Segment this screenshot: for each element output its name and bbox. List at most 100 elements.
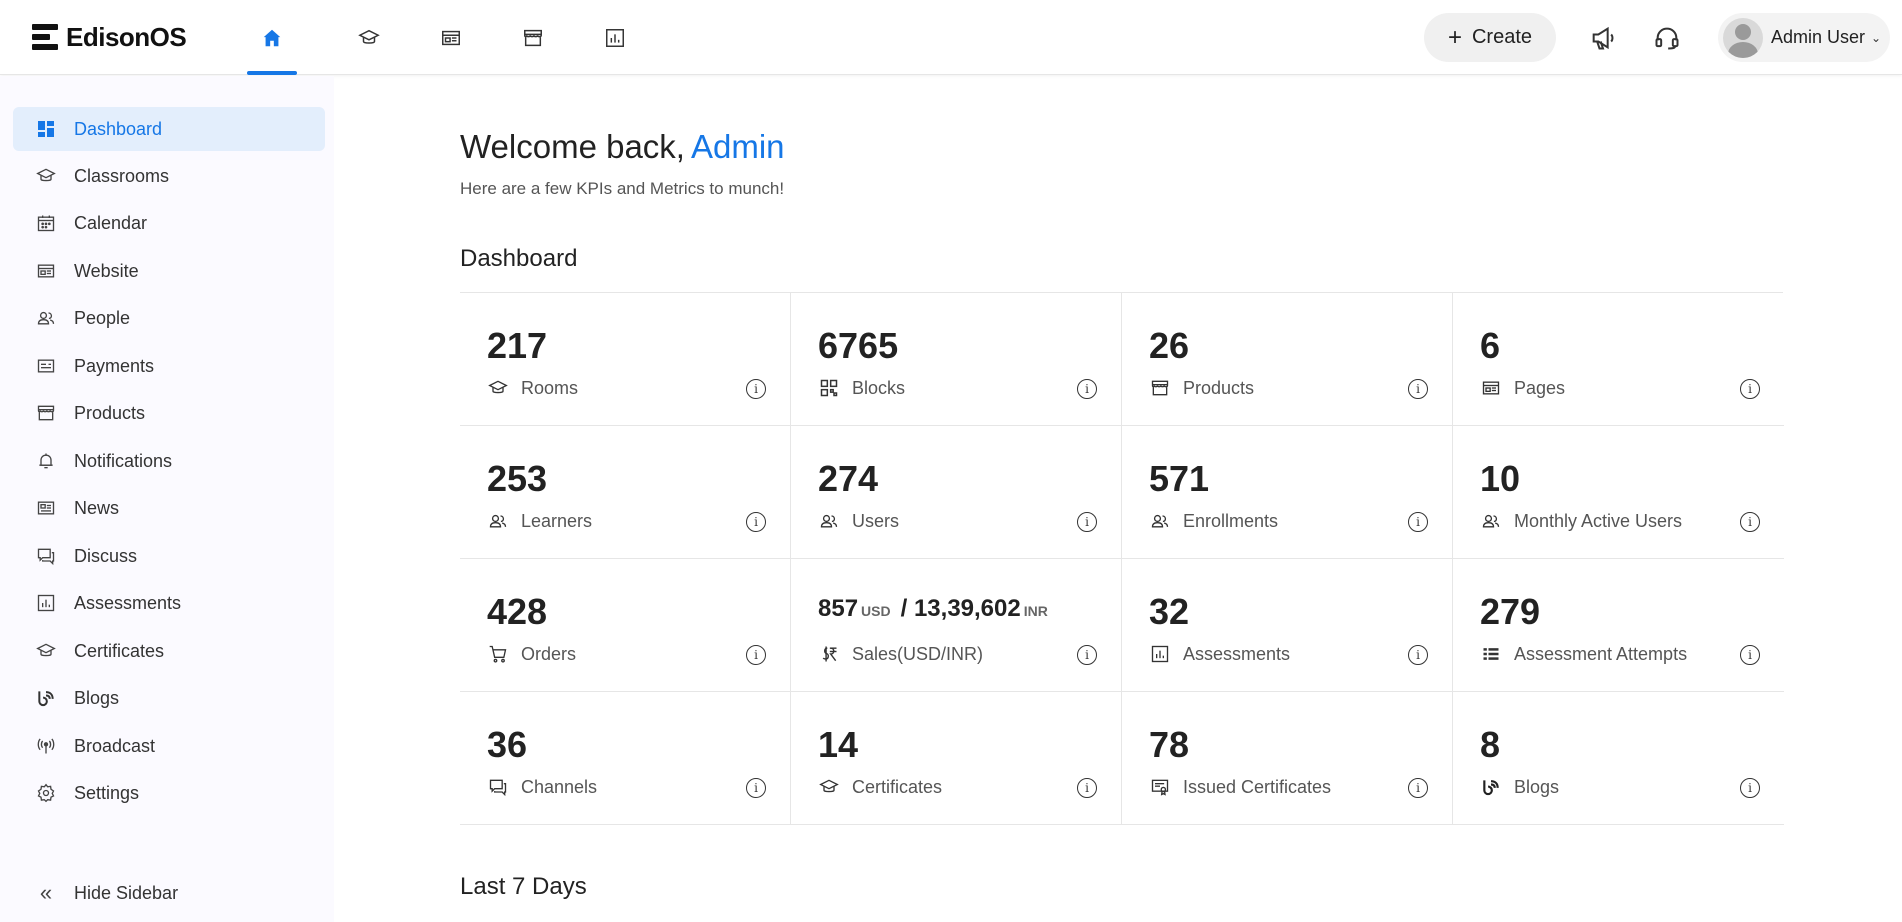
chat-icon — [37, 548, 55, 566]
sidebar-item-news[interactable]: News — [13, 486, 325, 530]
kpi-card-blogs[interactable]: 8 Blogs i — [1453, 692, 1784, 825]
sidebar-item-discuss[interactable]: Discuss — [13, 534, 325, 578]
kpi-label: Issued Certificates — [1183, 776, 1332, 797]
info-icon[interactable]: i — [1740, 778, 1760, 798]
top-bar: EdisonOS + Create Admin User ⌄ — [0, 0, 1902, 75]
website-icon — [1482, 381, 1500, 395]
info-icon[interactable]: i — [746, 778, 766, 798]
info-icon[interactable]: i — [746, 512, 766, 532]
sidebar-item-classrooms[interactable]: Classrooms — [13, 154, 325, 198]
kpi-card-learners[interactable]: 253 Learners i — [460, 426, 791, 559]
kpi-card-products[interactable]: 26 Products i — [1122, 293, 1453, 426]
sidebar-item-settings[interactable]: Settings — [13, 771, 325, 815]
logo[interactable]: EdisonOS — [32, 21, 187, 52]
info-icon[interactable]: i — [1740, 512, 1760, 532]
kpi-value-sales: 857 USD / 13,39,602 INR — [818, 595, 1048, 623]
kpi-label: Products — [1183, 377, 1255, 398]
topnav-reports[interactable] — [574, 0, 656, 75]
kpi-value: 274 — [818, 458, 879, 499]
kpi-value: 571 — [1149, 458, 1210, 499]
sidebar-item-notifications[interactable]: Notifications — [13, 439, 325, 483]
website-icon — [37, 264, 55, 278]
chevrons-left-icon: « — [39, 880, 53, 905]
info-icon[interactable]: i — [1077, 778, 1097, 798]
topnav-home[interactable] — [246, 0, 328, 75]
calendar-icon — [37, 215, 55, 232]
sidebar-item-label: News — [74, 497, 120, 518]
topnav-classrooms[interactable] — [328, 0, 410, 75]
info-icon[interactable]: i — [1740, 379, 1760, 399]
kpi-label: Enrollments — [1183, 510, 1279, 531]
kpi-card-assessment-attempts[interactable]: 279 Assessment Attempts i — [1453, 559, 1784, 692]
info-icon[interactable]: i — [746, 645, 766, 665]
kpi-card-pages[interactable]: 6 Pages i — [1453, 293, 1784, 426]
info-icon[interactable]: i — [1077, 645, 1097, 665]
megaphone-icon[interactable] — [1589, 24, 1617, 52]
chart-icon — [1151, 645, 1169, 663]
classroom-icon — [488, 380, 508, 394]
headset-icon[interactable] — [1653, 24, 1681, 52]
sidebar-item-payments[interactable]: Payments — [13, 344, 325, 388]
kpi-value: 217 — [487, 325, 548, 366]
kpi-card-assessments[interactable]: 32 Assessments i — [1122, 559, 1453, 692]
sidebar-item-broadcast[interactable]: Broadcast — [13, 724, 325, 768]
kpi-card-monthly-active-users[interactable]: 10 Monthly Active Users i — [1453, 426, 1784, 559]
kpi-label: Channels — [521, 776, 598, 797]
sidebar-item-label: Classrooms — [74, 165, 170, 186]
sidebar-item-label: Dashboard — [74, 118, 163, 139]
sidebar-item-label: Products — [74, 402, 146, 423]
sidebar-item-calendar[interactable]: Calendar — [13, 201, 325, 245]
info-icon[interactable]: i — [1408, 778, 1428, 798]
info-icon[interactable]: i — [1077, 379, 1097, 399]
certificate-icon — [819, 779, 839, 793]
user-menu-button[interactable]: Admin User ⌄ — [1718, 13, 1890, 62]
sidebar-item-website[interactable]: Website — [13, 249, 325, 293]
topnav-store[interactable] — [492, 0, 574, 75]
top-nav — [246, 0, 656, 75]
kpi-value: 78 — [1149, 724, 1190, 765]
gear-icon — [37, 783, 55, 803]
chart-icon — [606, 28, 624, 47]
sales-inr-value: 13,39,602 — [913, 595, 1021, 622]
kpi-card-enrollments[interactable]: 571 Enrollments i — [1122, 426, 1453, 559]
blog-icon — [1483, 780, 1499, 796]
info-icon[interactable]: i — [1408, 645, 1428, 665]
dashboard-icon — [38, 121, 54, 137]
kpi-card-users[interactable]: 274 Users i — [791, 426, 1122, 559]
info-icon[interactable]: i — [1408, 512, 1428, 532]
kpi-label: Blocks — [852, 377, 906, 398]
sidebar-item-label: Blogs — [74, 687, 120, 708]
sidebar-item-certificates[interactable]: Certificates — [13, 629, 325, 673]
info-icon[interactable]: i — [746, 379, 766, 399]
people-icon — [1482, 514, 1500, 528]
sidebar-item-dashboard[interactable]: Dashboard — [13, 107, 325, 151]
kpi-card-blocks[interactable]: 6765 Blocks i — [791, 293, 1122, 426]
sidebar-item-products[interactable]: Products — [13, 391, 325, 435]
logo-text: EdisonOS — [66, 21, 187, 52]
sidebar-item-assessments[interactable]: Assessments — [13, 581, 325, 625]
certificate-icon — [36, 643, 56, 657]
kpi-label: Learners — [521, 510, 593, 531]
hide-sidebar-button[interactable]: « Hide Sidebar — [13, 871, 325, 915]
kpi-card-channels[interactable]: 36 Channels i — [460, 692, 791, 825]
sidebar-item-blogs[interactable]: Blogs — [13, 676, 325, 720]
kpi-card-orders[interactable]: 428 Orders i — [460, 559, 791, 692]
info-icon[interactable]: i — [1408, 379, 1428, 399]
info-icon[interactable]: i — [1077, 512, 1097, 532]
topnav-website[interactable] — [410, 0, 492, 75]
kpi-card-issued-certificates[interactable]: 78 Issued Certificates i — [1122, 692, 1453, 825]
kpi-label: Monthly Active Users — [1514, 510, 1683, 531]
kpi-card-sales[interactable]: 857 USD / 13,39,602 INR Sales(USD/INR) i — [791, 559, 1122, 692]
sidebar-item-label: Notifications — [74, 450, 173, 471]
create-button[interactable]: + Create — [1424, 13, 1556, 62]
sidebar-item-label: Broadcast — [74, 735, 156, 756]
avatar — [1723, 17, 1763, 58]
admin-name: Admin — [690, 128, 785, 165]
kpi-label: Certificates — [852, 776, 943, 797]
kpi-card-rooms[interactable]: 217 Rooms i — [460, 293, 791, 426]
sidebar-item-label: Website — [74, 260, 139, 281]
sidebar-item-people[interactable]: People — [13, 296, 325, 340]
kpi-card-certificates[interactable]: 14 Certificates i — [791, 692, 1122, 825]
info-icon[interactable]: i — [1740, 645, 1760, 665]
sidebar-item-label: People — [74, 307, 131, 328]
